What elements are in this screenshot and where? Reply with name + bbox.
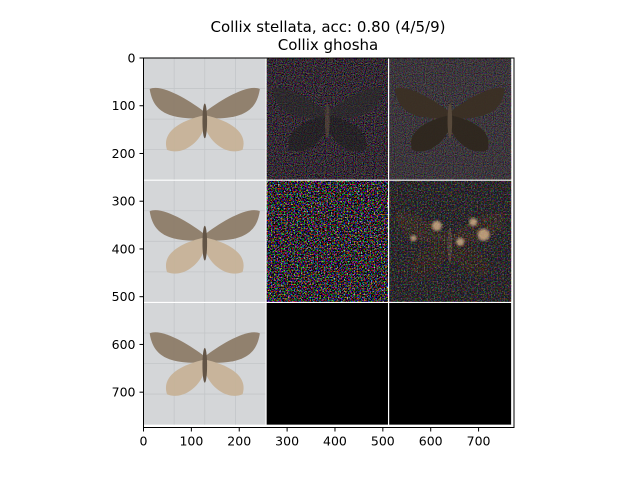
y-tick-label: 600: [112, 337, 136, 352]
x-tick-label: 0: [140, 434, 148, 449]
x-tick-label: 400: [323, 434, 347, 449]
x-tick-label: 700: [467, 434, 491, 449]
moth-shape: [149, 87, 260, 152]
panel-2-2-blank: [388, 302, 512, 425]
moth-shape: [149, 332, 260, 396]
y-tick-label: 100: [112, 98, 136, 113]
x-tick-label: 600: [419, 434, 443, 449]
panel-1-1-saliency-dense: [266, 180, 389, 303]
x-tick-label: 300: [275, 434, 299, 449]
image-panels: [143, 58, 514, 428]
panel-1-0-photo: [143, 180, 267, 303]
y-tick-label: 700: [112, 385, 136, 400]
y-tick-label: 0: [128, 51, 136, 66]
x-tick-label: 200: [227, 434, 251, 449]
panel-1-2-overlay-bright: [388, 180, 512, 303]
panel-separators: [143, 58, 514, 428]
panel-2-1-blank: [266, 302, 389, 425]
axes-frame: [143, 57, 515, 428]
panel-0-2-overlay-dim: [388, 58, 512, 181]
x-tick-label: 100: [179, 434, 203, 449]
x-axis: 0 100 200 300 400 500 600 700: [140, 427, 491, 449]
chart-title-line-1: Collix stellata, acc: 0.80 (4/5/9): [211, 18, 446, 36]
panel-0-1-saliency-sparse: [266, 58, 389, 181]
chart-title-line-2: Collix ghosha: [278, 36, 379, 54]
moth-shape: [149, 210, 260, 274]
y-tick-label: 400: [112, 241, 136, 256]
moth-shape: [394, 87, 505, 152]
y-tick-label: 200: [112, 146, 136, 161]
x-tick-label: 500: [371, 434, 395, 449]
panel-2-0-photo: [143, 302, 267, 425]
y-axis: 0 100 200 300 400 500 600 700: [112, 51, 144, 400]
panel-0-0-photo: [143, 58, 267, 181]
moth-shape: [272, 87, 383, 152]
y-tick-label: 500: [112, 289, 136, 304]
y-tick-label: 300: [112, 194, 136, 209]
